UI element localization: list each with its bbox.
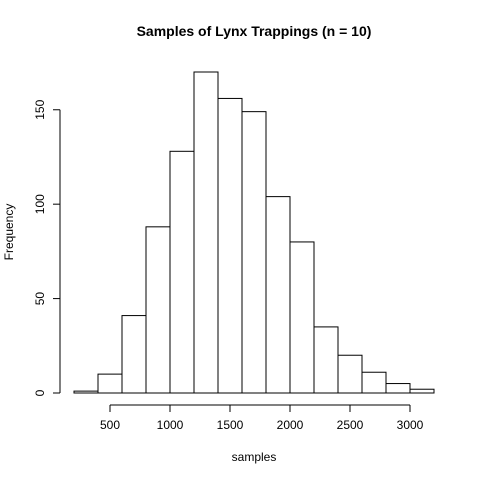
x-tick-label: 500 [100, 418, 120, 432]
chart-title: Samples of Lynx Trappings (n = 10) [137, 23, 372, 39]
histogram-bar [361, 371, 387, 394]
histogram-bar [265, 196, 291, 394]
histogram-bar [169, 150, 195, 394]
histogram-bar [313, 326, 339, 394]
bars-group [73, 71, 435, 394]
x-tick-label: 3000 [397, 418, 424, 432]
histogram-bar [193, 71, 219, 394]
histogram-bar [241, 111, 267, 394]
x-tick-label: 1000 [157, 418, 184, 432]
histogram-bar [337, 354, 363, 394]
histogram-bar [289, 241, 315, 394]
histogram-bar [409, 388, 435, 394]
y-tick-label: 50 [33, 292, 47, 306]
x-axis: 500 1000 1500 2000 2500 3000 [100, 404, 424, 432]
y-tick-label: 100 [33, 194, 47, 214]
y-axis: 0 50 100 150 [33, 99, 61, 396]
x-tick-label: 1500 [217, 418, 244, 432]
x-tick-label: 2000 [277, 418, 304, 432]
y-axis-label: Frequency [2, 204, 16, 261]
y-tick-label: 0 [33, 389, 47, 396]
histogram-bar [145, 226, 171, 394]
histogram-bar [97, 373, 123, 394]
x-tick-label: 2500 [337, 418, 364, 432]
histogram-bar [121, 315, 147, 394]
histogram-bar [217, 97, 243, 394]
histogram-bar [385, 383, 411, 394]
y-tick-label: 150 [33, 99, 47, 119]
x-axis-label: samples [232, 450, 277, 464]
histogram-bar [73, 390, 99, 394]
